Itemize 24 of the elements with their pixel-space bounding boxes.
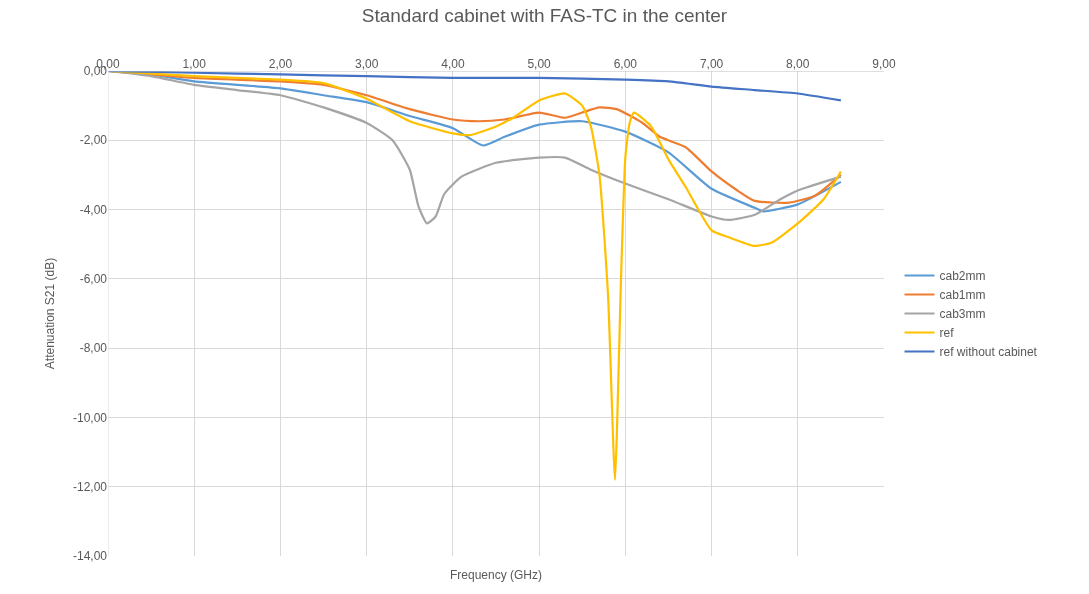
legend-label: ref bbox=[939, 326, 955, 341]
x-tick-label: 7,00 bbox=[699, 56, 724, 71]
x-tick-label: 3,00 bbox=[354, 56, 379, 71]
x-tick-label: 5,00 bbox=[527, 56, 552, 71]
y-tick-label: -10,00 bbox=[72, 410, 108, 425]
x-tick-label: 8,00 bbox=[786, 56, 810, 71]
legend-label: cab1mm bbox=[939, 288, 986, 303]
y-tick-label: -6,00 bbox=[79, 272, 108, 287]
x-tick-label: 4,00 bbox=[441, 56, 465, 71]
x-tick-label: 1,00 bbox=[182, 56, 207, 71]
x-axis-title: Frequency (GHz) bbox=[450, 568, 543, 582]
x-tick-label: 9,00 bbox=[872, 56, 896, 71]
y-tick-label: -12,00 bbox=[72, 479, 108, 494]
y-tick-label: -8,00 bbox=[79, 341, 108, 356]
y-tick-label: -14,00 bbox=[72, 549, 108, 564]
y-tick-label: -2,00 bbox=[79, 133, 108, 148]
y-axis-title: Attenuation S21 (dB) bbox=[43, 257, 58, 370]
y-tick-label: -4,00 bbox=[79, 202, 108, 217]
x-tick-label: 6,00 bbox=[613, 56, 638, 71]
legend-label: ref without cabinet bbox=[939, 345, 1038, 360]
legend-label: cab3mm bbox=[939, 307, 986, 322]
legend-label: cab2mm bbox=[939, 269, 986, 284]
x-tick-label: 2,00 bbox=[268, 56, 293, 71]
chart-title: Standard cabinet with FAS-TC in the center bbox=[361, 5, 728, 27]
